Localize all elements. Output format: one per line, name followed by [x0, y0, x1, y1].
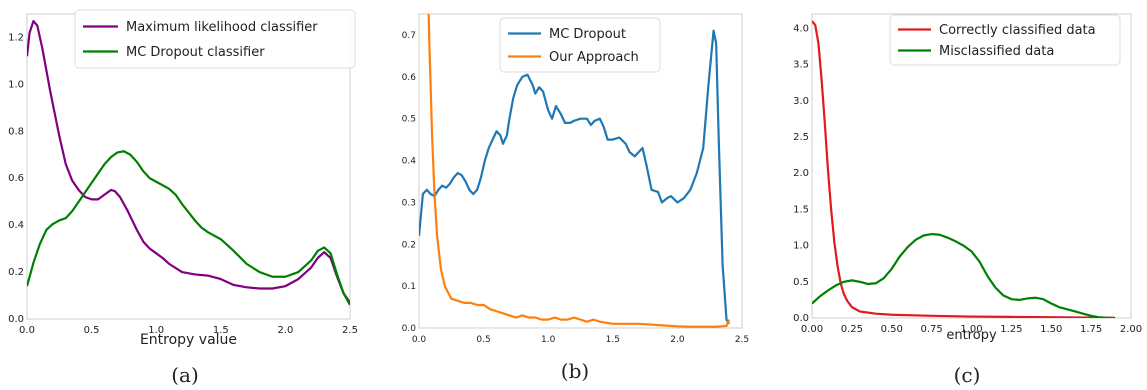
x-tick-label: 1.5 — [213, 325, 229, 336]
y-tick-label: 0.2 — [402, 240, 416, 250]
y-tick-label: 4.0 — [793, 23, 809, 34]
x-tick-label: 1.50 — [1040, 324, 1062, 335]
x-tick-label: 2.0 — [277, 325, 293, 336]
series-line — [419, 29, 731, 325]
x-tick-label: 1.25 — [1000, 324, 1022, 335]
series-line — [427, 14, 731, 328]
y-tick-label: 1.2 — [8, 32, 24, 43]
x-tick-label: 2.00 — [1120, 324, 1142, 335]
legend-label: MC Dropout classifier — [126, 45, 265, 60]
x-tick-label: 2.5 — [342, 325, 358, 336]
y-tick-label: 1.0 — [8, 79, 24, 90]
y-tick-label: 1.0 — [793, 241, 809, 252]
legend-label: Correctly classified data — [939, 23, 1096, 38]
legend-label: MC Dropout — [549, 27, 626, 42]
plot-frame — [811, 13, 1132, 319]
legend-box — [499, 17, 661, 73]
y-tick-label: 0.4 — [402, 157, 417, 167]
x-tick-label: 1.75 — [1080, 324, 1102, 335]
x-tick-label: 1.5 — [606, 335, 620, 345]
x-tick-label: 0.25 — [841, 324, 863, 335]
legend-label: Our Approach — [549, 50, 639, 65]
x-tick-label: 2.0 — [670, 335, 685, 345]
legend-box — [74, 9, 356, 69]
plot-frame — [418, 13, 743, 329]
y-tick-label: 0.0 — [8, 314, 24, 325]
series-line — [812, 20, 1116, 318]
x-tick-label: 1.0 — [148, 325, 164, 336]
x-tick-label: 1.00 — [960, 324, 982, 335]
y-tick-label: 0.3 — [402, 198, 416, 208]
figure-caption: (b) — [561, 359, 589, 383]
figure-caption: (c) — [954, 363, 981, 387]
y-tick-label: 0.5 — [402, 115, 416, 125]
y-tick-label: 2.5 — [793, 132, 809, 143]
x-tick-label: 0.50 — [881, 324, 903, 335]
y-tick-label: 3.0 — [793, 96, 809, 107]
y-tick-label: 0.1 — [402, 282, 416, 292]
legend-label: Maximum likelihood classifier — [126, 20, 318, 35]
legend-label: Misclassified data — [939, 44, 1054, 59]
chart-3: 0.00 0.25 0.50 0.75 1.00 1.25 1.50 1.75 2.00 0.0 0… — [793, 13, 1142, 387]
x-tick-label: 0.00 — [801, 324, 823, 335]
x-axis-label: Entropy value — [140, 332, 237, 348]
y-tick-label: 2.0 — [793, 168, 809, 179]
x-tick-label: 1.0 — [541, 335, 556, 345]
x-tick-label: 0.5 — [84, 325, 100, 336]
y-tick-label: 0.4 — [8, 220, 24, 231]
x-tick-label: 0.0 — [412, 335, 427, 345]
x-tick-label: 0.75 — [920, 324, 942, 335]
x-axis-label: entropy — [946, 328, 997, 343]
y-tick-label: 0.8 — [8, 126, 24, 137]
chart-2: 0.0 0.5 1.0 1.5 2.0 2.5 0.0 0.1 0.2 0.3 0.4 0.5 0.6 0… — [402, 13, 749, 383]
y-tick-label: 0.0 — [402, 324, 417, 334]
x-tick-label: 2.5 — [735, 335, 749, 345]
y-tick-label: 0.6 — [402, 73, 417, 83]
y-tick-label: 0.7 — [402, 31, 416, 41]
series-line — [27, 19, 350, 304]
y-tick-label: 0.0 — [793, 313, 809, 324]
legend-box — [889, 14, 1121, 66]
x-tick-label: 0.0 — [19, 325, 35, 336]
y-tick-label: 1.5 — [793, 204, 809, 215]
legend: MC Dropout Our Approach — [499, 17, 661, 73]
y-tick-label: 3.5 — [793, 60, 809, 71]
y-tick-label: 0.6 — [8, 173, 24, 184]
series-line — [27, 150, 350, 306]
chart-1: 0.0 0.5 1.0 1.5 2.0 2.5 0.0 0.2 0.4 0.6 0.8 1.0 1.2 E… — [8, 9, 358, 387]
legend: Maximum likelihood classifier MC Dropout … — [74, 9, 356, 69]
x-tick-label: 0.5 — [476, 335, 490, 345]
series-line — [812, 232, 1116, 318]
legend: Correctly classified data Misclassified d… — [889, 14, 1121, 66]
figure-caption: (a) — [171, 363, 199, 387]
y-tick-label: 0.2 — [8, 267, 24, 278]
y-tick-label: 0.5 — [793, 277, 809, 288]
